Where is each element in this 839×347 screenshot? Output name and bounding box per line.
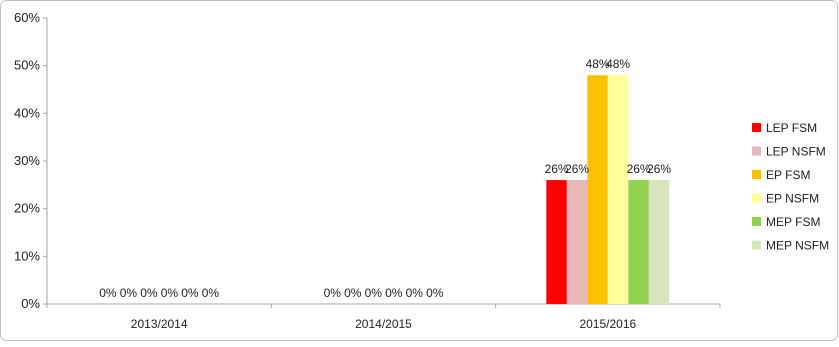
category-label: 2013/2014 — [131, 317, 188, 331]
y-tick-label: 50% — [14, 58, 40, 73]
bars — [546, 75, 670, 304]
y-tick-label: 10% — [14, 248, 40, 263]
legend: LEP FSM LEP NSFM EP FSM EP NSFM MEP FSM MEP N… — [752, 121, 829, 253]
legend-label: MEP FSM — [766, 215, 820, 229]
data-label: 26% — [565, 162, 589, 176]
legend-label: EP FSM — [766, 168, 810, 182]
legend-swatch — [752, 146, 761, 156]
y-tick-labels: 0% 10% 20% 30% 40% 50% 60% — [14, 10, 40, 311]
bar — [607, 75, 629, 304]
y-tick-label: 30% — [14, 153, 40, 168]
category-labels: 2013/2014 2014/2015 2015/2016 — [131, 317, 637, 331]
data-label: 0% — [99, 286, 117, 300]
data-label: 0% — [385, 286, 403, 300]
data-label: 0% — [426, 286, 444, 300]
bar — [648, 180, 670, 304]
data-label: 26% — [545, 162, 569, 176]
data-label: 26% — [627, 162, 651, 176]
legend-label: MEP NSFM — [766, 239, 829, 253]
category-label: 2015/2016 — [579, 317, 636, 331]
data-label: 0% — [140, 286, 158, 300]
y-tick-label: 0% — [21, 296, 40, 311]
legend-swatch — [752, 240, 761, 250]
data-label: 26% — [647, 162, 671, 176]
bar — [587, 75, 608, 304]
data-label: 0% — [406, 286, 424, 300]
data-label: 0% — [324, 286, 342, 300]
data-label: 0% — [161, 286, 179, 300]
y-tick-label: 40% — [14, 105, 40, 120]
bar — [566, 180, 588, 304]
category-label: 2014/2015 — [355, 317, 412, 331]
data-label: 0% — [365, 286, 383, 300]
legend-label: LEP NSFM — [766, 145, 826, 159]
data-label: 0% — [181, 286, 199, 300]
legend-swatch — [752, 217, 761, 226]
data-label: 48% — [606, 57, 630, 71]
legend-swatch — [752, 123, 761, 132]
bar — [546, 180, 567, 304]
data-label: 0% — [202, 286, 220, 300]
data-label: 0% — [120, 286, 138, 300]
data-label: 48% — [586, 57, 610, 71]
y-tick-label: 20% — [14, 201, 40, 216]
data-labels: 0% 0% 0% 0% 0% 0% 0% 0% 0% 0% 0% 0%26%26%48%48%26%2… — [99, 57, 671, 300]
y-tick-label: 60% — [14, 10, 40, 25]
bar — [628, 180, 649, 304]
data-label: 0% — [344, 286, 362, 300]
legend-label: LEP FSM — [766, 121, 817, 135]
legend-label: EP NSFM — [766, 192, 819, 206]
legend-swatch — [752, 193, 761, 203]
legend-swatch — [752, 170, 761, 179]
